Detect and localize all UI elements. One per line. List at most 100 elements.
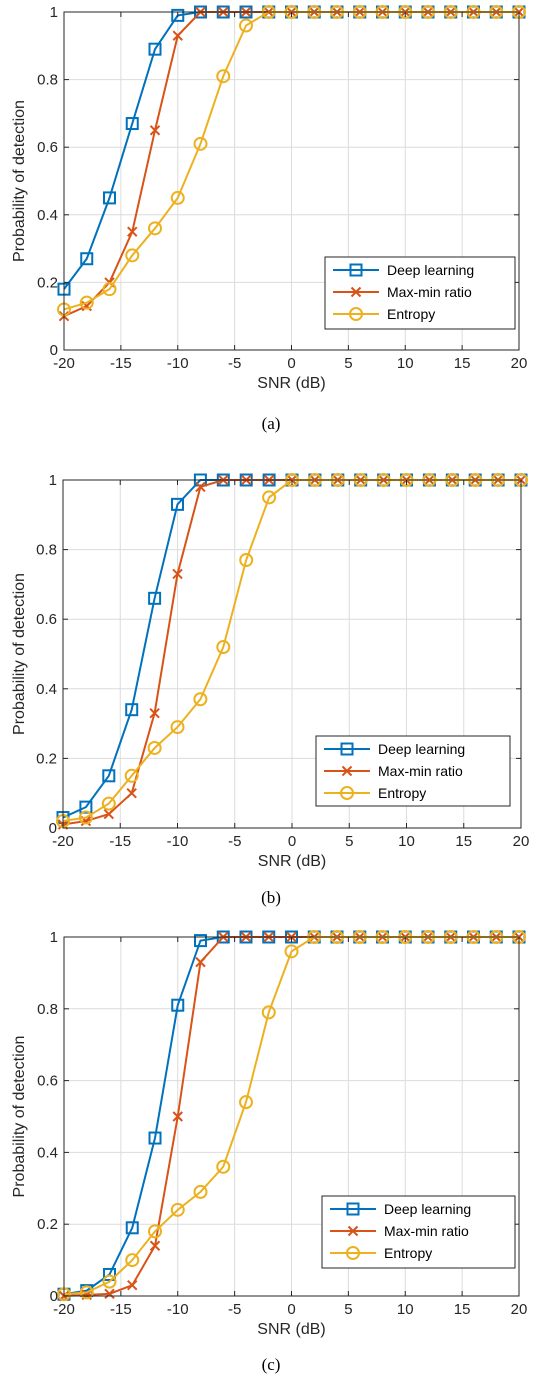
legend-label: Max-min ratio bbox=[387, 284, 472, 300]
y-tick-label: 1 bbox=[49, 472, 57, 489]
chart-panel-c: -20 -15 -10 -5 0 5 10 15 20 0 0.2 0.4 0.6 0.8 1 SNR (dB… bbox=[0, 924, 542, 1344]
y-tick-label: 0.8 bbox=[36, 542, 57, 559]
legend-label: Deep learning bbox=[378, 741, 465, 757]
y-axis-label: Probability of detection bbox=[11, 573, 28, 735]
y-tick-label: 0 bbox=[50, 1288, 58, 1305]
x-tick-label: -20 bbox=[52, 833, 74, 850]
legend: Deep learning Max-min ratio Entropy bbox=[315, 735, 511, 807]
legend-entry: Max-min ratio bbox=[330, 1223, 469, 1239]
data-point bbox=[127, 1280, 138, 1291]
legend-entry: Entropy bbox=[333, 306, 435, 322]
data-point bbox=[149, 707, 160, 719]
y-tick-label: 0 bbox=[49, 820, 57, 837]
legend-marker bbox=[346, 1202, 360, 1216]
y-axis-label: Probability of detection bbox=[11, 1036, 28, 1198]
data-point bbox=[80, 252, 94, 266]
y-tick-label: 1 bbox=[50, 929, 58, 946]
data-point bbox=[261, 1005, 276, 1020]
x-tick-label: 0 bbox=[287, 355, 295, 372]
legend-marker bbox=[349, 263, 363, 277]
x-tick-label: 20 bbox=[511, 1301, 528, 1318]
legend-marker bbox=[350, 286, 362, 298]
x-tick-label: 5 bbox=[345, 833, 353, 850]
data-point bbox=[193, 692, 208, 707]
legend-marker bbox=[340, 742, 354, 756]
data-point bbox=[104, 1288, 115, 1300]
x-tick-label: -10 bbox=[167, 833, 189, 850]
x-tick-label: 20 bbox=[513, 833, 530, 850]
data-point bbox=[103, 808, 115, 820]
data-point bbox=[195, 956, 206, 968]
x-tick-label: 5 bbox=[344, 355, 352, 372]
data-point bbox=[127, 226, 138, 237]
data-point bbox=[125, 117, 139, 131]
chart-panel-a: -20 -15 -10 -5 0 5 10 15 20 0 0.2 0.4 0.6 0.8 1 SNR (dB… bbox=[0, 0, 542, 400]
legend-marker bbox=[340, 786, 354, 800]
x-tick-label: -15 bbox=[109, 833, 131, 850]
data-point bbox=[216, 640, 231, 655]
x-tick-label: 15 bbox=[454, 355, 471, 372]
data-point bbox=[79, 800, 93, 814]
legend-label: Entropy bbox=[378, 785, 426, 801]
x-axis-label: SNR (dB) bbox=[257, 1321, 325, 1338]
data-point bbox=[216, 1159, 231, 1174]
data-point bbox=[170, 720, 185, 735]
y-tick-label: 0.8 bbox=[37, 1001, 58, 1018]
x-tick-label: 15 bbox=[455, 833, 472, 850]
legend-marker bbox=[346, 1246, 360, 1260]
y-tick-label: 0.6 bbox=[37, 139, 58, 156]
x-tick-label: -15 bbox=[110, 1301, 132, 1318]
data-point bbox=[124, 768, 139, 783]
y-tick-label: 0.2 bbox=[37, 1216, 58, 1233]
ticks: -20 -15 -10 -5 0 5 10 15 20 0 0.2 0.4 0.6 0.8 1 bbox=[36, 472, 529, 850]
x-tick-label: 15 bbox=[454, 1301, 471, 1318]
x-tick-label: 0 bbox=[287, 1301, 295, 1318]
data-point bbox=[195, 481, 206, 493]
data-point bbox=[171, 8, 185, 22]
data-point bbox=[172, 568, 183, 580]
legend-label: Deep learning bbox=[387, 262, 474, 278]
data-point bbox=[79, 1285, 94, 1300]
caption-b: (b) bbox=[261, 888, 281, 907]
legend-entry: Deep learning bbox=[333, 262, 474, 278]
caption-a: (a) bbox=[261, 414, 281, 433]
data-point bbox=[171, 497, 184, 511]
data-point bbox=[170, 1202, 185, 1217]
data-point bbox=[103, 1267, 116, 1281]
x-tick-label: 5 bbox=[344, 1301, 352, 1318]
legend-label: Max-min ratio bbox=[378, 763, 463, 779]
legend-label: Entropy bbox=[384, 1245, 432, 1261]
data-point bbox=[284, 944, 299, 959]
legend-label: Deep learning bbox=[384, 1201, 471, 1217]
data-point bbox=[193, 1184, 208, 1199]
data-point bbox=[79, 295, 94, 310]
y-tick-label: 0.6 bbox=[36, 611, 57, 628]
x-tick-label: 10 bbox=[397, 1301, 414, 1318]
data-point bbox=[149, 1240, 161, 1251]
legend-marker bbox=[347, 1225, 359, 1237]
legend-label: Max-min ratio bbox=[384, 1223, 469, 1239]
data-point bbox=[170, 190, 185, 205]
x-tick-label: 10 bbox=[398, 833, 415, 850]
x-tick-label: 20 bbox=[511, 355, 528, 372]
x-axis-label: SNR (dB) bbox=[258, 853, 326, 870]
ticks: -20 -15 -10 -5 0 5 10 15 20 0 0.2 0.4 0.6 0.8 1 bbox=[37, 4, 527, 372]
legend-entry: Entropy bbox=[330, 1245, 432, 1261]
data-point bbox=[239, 553, 254, 568]
legend-entry: Deep learning bbox=[330, 1201, 471, 1217]
y-tick-label: 0.4 bbox=[37, 207, 58, 224]
data-point bbox=[149, 125, 161, 136]
data-point bbox=[148, 221, 162, 236]
data-point bbox=[102, 282, 117, 297]
x-tick-label: -5 bbox=[228, 1301, 241, 1318]
data-point bbox=[148, 42, 162, 56]
data-point bbox=[125, 703, 139, 717]
data-point bbox=[101, 796, 116, 811]
x-tick-label: -5 bbox=[228, 355, 241, 372]
legend-entry: Entropy bbox=[324, 785, 426, 801]
data-point bbox=[102, 1274, 117, 1289]
data-point bbox=[103, 191, 116, 205]
y-tick-label: 0 bbox=[50, 342, 58, 359]
y-tick-label: 0.4 bbox=[36, 681, 57, 698]
data-point bbox=[125, 1253, 140, 1268]
